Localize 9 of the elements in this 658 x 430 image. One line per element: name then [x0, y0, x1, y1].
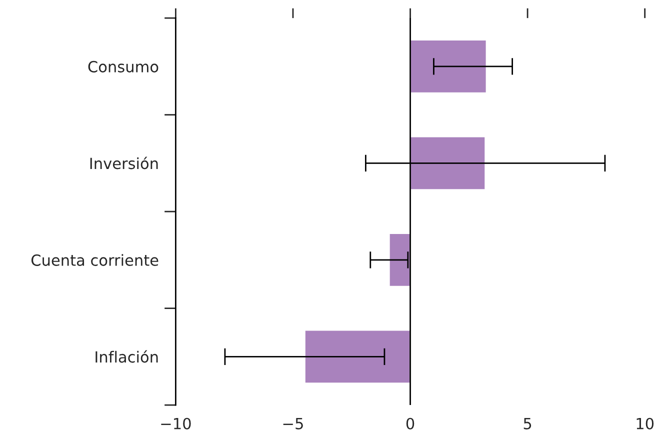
y-tick-label: Inversión — [90, 156, 158, 170]
y-tick-label: Consumo — [88, 60, 158, 72]
x-tick-label: −10 — [161, 418, 191, 430]
x-tick-label: 0 — [406, 418, 414, 430]
y-tick-label: Cuenta corriente — [31, 254, 158, 266]
x-tick-label: −5 — [283, 418, 303, 430]
x-tick-label: 5 — [524, 418, 532, 430]
x-tick-label: 10 — [636, 418, 654, 430]
y-tick-label: Inflación — [96, 350, 158, 363]
